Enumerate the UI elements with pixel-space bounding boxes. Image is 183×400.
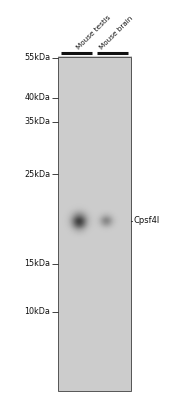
- Text: 35kDa: 35kDa: [24, 118, 50, 126]
- Text: 55kDa: 55kDa: [24, 54, 50, 62]
- Text: Mouse brain: Mouse brain: [98, 15, 134, 51]
- Text: 40kDa: 40kDa: [25, 94, 50, 102]
- Text: 15kDa: 15kDa: [24, 260, 50, 268]
- Text: Mouse testis: Mouse testis: [75, 14, 112, 51]
- Bar: [58, 57, 131, 391]
- Text: Cpsf4l: Cpsf4l: [134, 216, 160, 225]
- Text: 25kDa: 25kDa: [24, 170, 50, 178]
- Text: 10kDa: 10kDa: [25, 308, 50, 316]
